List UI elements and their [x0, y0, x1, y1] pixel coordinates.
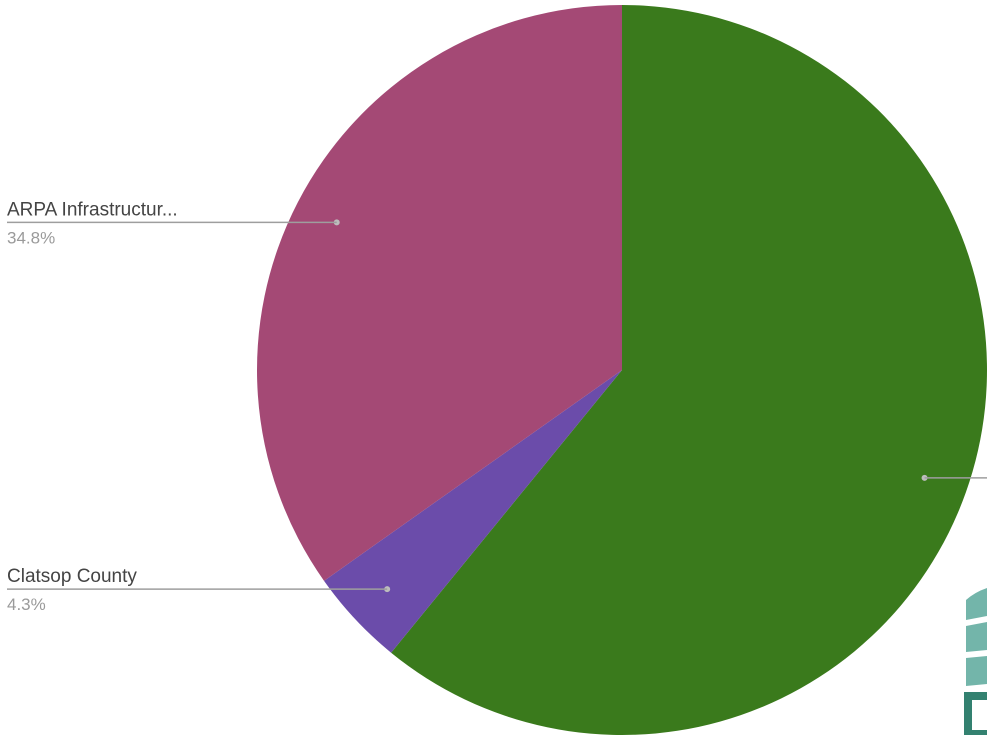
logo-piece — [966, 588, 987, 620]
pie-slice-clatsop-county — [324, 370, 622, 653]
pie-slices — [256, 5, 987, 735]
slice-label-text: ARPA Infrastructur... — [7, 199, 178, 220]
logo-piece — [966, 622, 987, 652]
slice-percent-text: 4.3% — [7, 595, 46, 614]
logo-piece — [966, 656, 987, 686]
slice-label-group-clatsop-county: Clatsop County 4.3% — [7, 566, 391, 614]
slice-label-text: Clatsop County — [7, 566, 137, 587]
slice-labels: Clatsop County 4.3% ARPA Infrastructur... 3… — [7, 199, 987, 614]
pie-slice-arpa-infrastructur — [256, 5, 622, 581]
pie-slice-slice-0 — [391, 5, 987, 735]
logo-letter-block — [972, 700, 987, 730]
watermark-logo — [964, 588, 987, 735]
slice-label-group-arpa-infrastructur: ARPA Infrastructur... 34.8% — [7, 199, 340, 247]
slice-percent-text: 34.8% — [7, 228, 55, 247]
slice-label-group-slice-0 — [921, 474, 987, 481]
